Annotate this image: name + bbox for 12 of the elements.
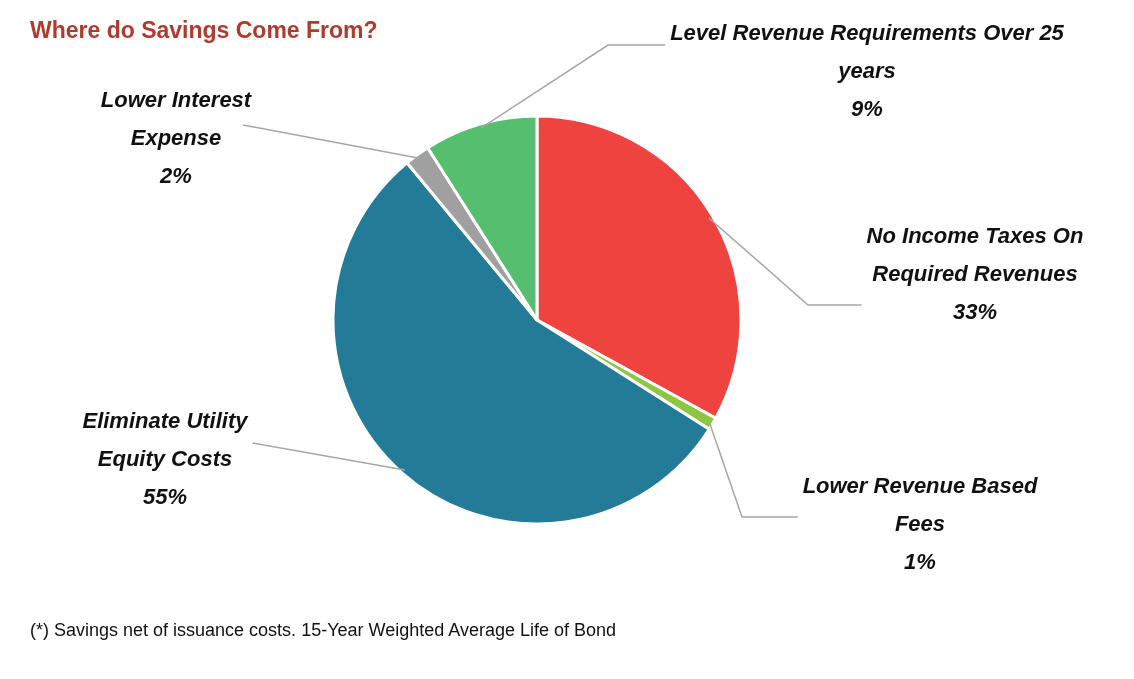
slice-label: Lower Revenue Based Fees [802,473,1038,536]
data-label: 55% [142,484,188,509]
data-label: 33% [952,299,998,324]
slice-label: Lower Interest Expense [100,87,253,150]
data-label: 1% [904,549,936,574]
slice-label: No Income Taxes On Required Revenues [866,223,1084,286]
data-label: 9% [851,96,883,121]
text: (*) Savings net of issuance costs. 15-Year Weighted Average Life of Bond [30,620,617,640]
slice-label: Level Revenue Requirements Over 25 years [670,20,1065,83]
data-label: 2% [159,163,192,188]
slice-label: Eliminate Utility Equity Costs [82,408,250,471]
chart-title: Where do Savings Come From? [30,17,378,43]
